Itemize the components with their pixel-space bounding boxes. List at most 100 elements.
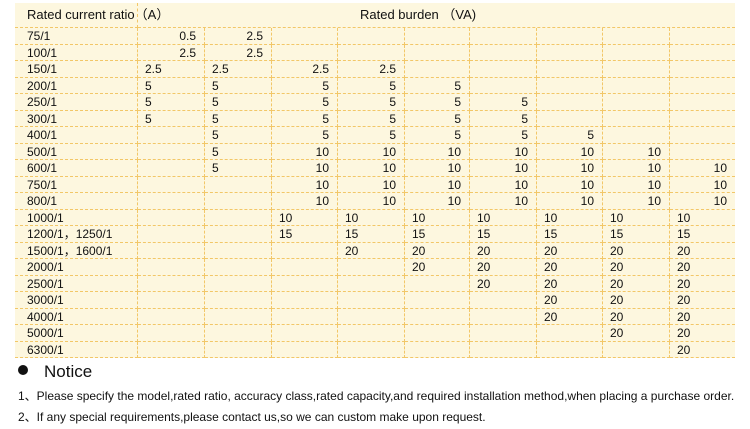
burden-cell	[670, 61, 735, 78]
burden-cell: 5	[272, 127, 338, 144]
burden-cell	[272, 308, 338, 325]
burden-cell: 10	[603, 209, 670, 226]
burden-cell: 10	[405, 176, 470, 193]
burden-cell: 5	[272, 94, 338, 111]
burden-cell	[138, 275, 205, 292]
burden-cell	[405, 325, 470, 342]
burden-cell: 5	[205, 77, 272, 94]
burden-cell: 2.5	[272, 61, 338, 78]
burden-cell: 5	[405, 77, 470, 94]
ratio-cell: 800/1	[15, 193, 138, 210]
burden-cell: 20	[537, 259, 603, 276]
burden-cell: 20	[670, 259, 735, 276]
burden-cell: 5	[205, 160, 272, 177]
burden-cell	[338, 308, 405, 325]
burden-cell	[272, 28, 338, 45]
burden-cell: 20	[670, 342, 735, 358]
burden-cell: 5	[470, 127, 537, 144]
burden-cell	[670, 111, 735, 127]
burden-cell: 20	[537, 292, 603, 309]
burden-cell: 10	[470, 209, 537, 226]
burden-cell	[537, 61, 603, 78]
burden-cell: 0.5	[138, 28, 205, 45]
burden-cell: 10	[537, 193, 603, 210]
burden-cell: 5	[138, 77, 205, 94]
burden-cell	[603, 77, 670, 94]
burden-cell: 20	[405, 242, 470, 259]
burden-cell	[138, 308, 205, 325]
burden-cell: 20	[537, 308, 603, 325]
ratio-cell: 2500/1	[15, 275, 138, 292]
burden-cell: 10	[272, 176, 338, 193]
spec-table: Rated current ratio（A） Rated burden （VA) 7…	[15, 3, 735, 358]
burden-cell: 10	[470, 176, 537, 193]
burden-cell: 15	[603, 226, 670, 243]
burden-cell	[138, 242, 205, 259]
burden-cell: 5	[205, 143, 272, 160]
burden-cell	[138, 292, 205, 309]
burden-cell	[205, 259, 272, 276]
burden-cell	[603, 341, 670, 358]
burden-cell: 5	[338, 110, 405, 127]
burden-cell	[338, 28, 405, 45]
burden-cell: 10	[470, 160, 537, 177]
burden-cell: 10	[670, 160, 735, 177]
burden-cell	[205, 308, 272, 325]
burden-cell: 10	[603, 193, 670, 210]
burden-cell	[537, 110, 603, 127]
ratio-cell: 250/1	[15, 94, 138, 111]
burden-cell	[272, 275, 338, 292]
bullet	[18, 365, 28, 375]
burden-cell: 10	[338, 193, 405, 210]
ratio-cell: 750/1	[15, 176, 138, 193]
burden-cell: 15	[470, 226, 537, 243]
burden-cell	[205, 193, 272, 210]
notice-title: Notice	[44, 362, 93, 381]
burden-cell: 20	[537, 275, 603, 292]
burden-cell	[272, 259, 338, 276]
burden-cell: 10	[272, 193, 338, 210]
ratio-cell: 150/1	[15, 61, 138, 78]
burden-cell	[205, 341, 272, 358]
burden-cell: 20	[603, 259, 670, 276]
burden-cell: 20	[603, 292, 670, 309]
burden-cell	[405, 275, 470, 292]
burden-cell	[338, 275, 405, 292]
notice-heading: Notice	[18, 362, 92, 382]
burden-cell	[338, 292, 405, 309]
burden-cell: 10	[338, 143, 405, 160]
burden-cell	[603, 28, 670, 45]
burden-cell	[537, 325, 603, 342]
burden-cell	[205, 209, 272, 226]
ratio-cell: 6300/1	[15, 341, 138, 358]
burden-cell: 20	[470, 259, 537, 276]
ratio-cell: 2000/1	[15, 259, 138, 276]
burden-cell	[138, 127, 205, 144]
burden-cell: 5	[272, 77, 338, 94]
burden-cell	[405, 44, 470, 61]
burden-cell: 15	[405, 226, 470, 243]
burden-cell	[537, 44, 603, 61]
burden-cell: 10	[470, 143, 537, 160]
burden-cell	[338, 325, 405, 342]
burden-cell	[405, 308, 470, 325]
burden-cell: 5	[272, 110, 338, 127]
burden-cell: 20	[537, 242, 603, 259]
burden-cell	[205, 292, 272, 309]
ratio-cell: 5000/1	[15, 325, 138, 342]
burden-cell	[603, 110, 670, 127]
burden-cell	[470, 341, 537, 358]
burden-cell	[138, 341, 205, 358]
burden-cell	[272, 292, 338, 309]
burden-cell	[405, 61, 470, 78]
burden-cell: 5	[205, 110, 272, 127]
burden-cell: 5	[338, 127, 405, 144]
burden-cell: 20	[470, 275, 537, 292]
burden-cell	[138, 259, 205, 276]
burden-cell: 5	[470, 110, 537, 127]
burden-cell: 10	[537, 209, 603, 226]
burden-cell: 15	[272, 226, 338, 243]
burden-cell: 20	[670, 325, 735, 342]
burden-cell: 20	[603, 242, 670, 259]
burden-cell	[670, 94, 735, 111]
